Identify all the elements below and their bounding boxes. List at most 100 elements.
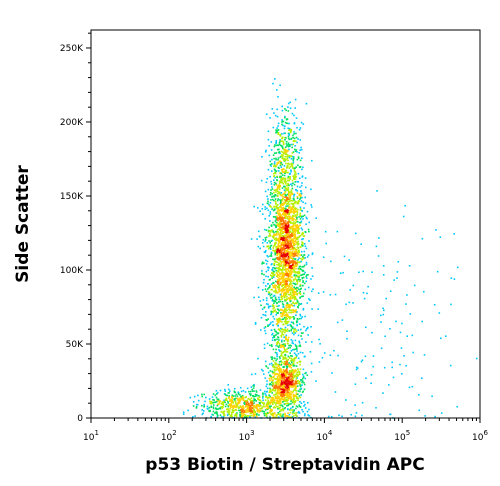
event-dot (255, 415, 258, 418)
event-dot (285, 223, 287, 225)
event-dot (275, 284, 278, 287)
event-dot (259, 389, 262, 391)
event-dot (286, 271, 289, 274)
event-dot (284, 116, 286, 119)
event-dot (285, 380, 287, 382)
event-dot (252, 414, 255, 416)
event-dot (273, 402, 276, 404)
event-dot (292, 415, 295, 417)
event-dot (274, 189, 276, 191)
event-dot (285, 351, 288, 353)
event-dot (276, 148, 279, 151)
event-dot (276, 270, 278, 272)
event-dot (280, 311, 282, 314)
event-dot (205, 396, 207, 399)
event-dot (303, 273, 306, 275)
event-dot (264, 190, 267, 193)
event-dot (201, 393, 203, 396)
event-dot (253, 398, 255, 400)
event-dot (226, 414, 229, 417)
event-dot (280, 330, 282, 333)
event-dot (268, 383, 271, 386)
x-tick-label: 105 (394, 429, 410, 443)
event-dot (284, 381, 286, 383)
event-dot (265, 113, 268, 115)
event-dot (295, 173, 297, 176)
event-dot (297, 300, 299, 303)
event-dot (292, 155, 294, 158)
event-dot (267, 406, 270, 409)
event-dot (282, 196, 284, 198)
event-dot (222, 406, 224, 409)
event-dot (231, 413, 233, 415)
event-dot (288, 403, 291, 405)
event-dot (281, 309, 284, 311)
event-dot (289, 299, 291, 301)
event-dot (273, 112, 275, 114)
event-dot (293, 302, 296, 305)
event-dot (270, 180, 272, 183)
event-dot (283, 221, 285, 223)
event-dot (285, 304, 288, 306)
event-dot (268, 145, 270, 147)
event-dot (279, 400, 282, 402)
event-dot (281, 133, 283, 135)
event-dot (282, 356, 284, 358)
event-dot (280, 384, 283, 387)
event-dot (284, 230, 286, 232)
event-dot (288, 144, 290, 146)
event-dot (301, 295, 303, 298)
event-dot (287, 408, 289, 410)
event-dot (292, 163, 294, 165)
event-dot (271, 296, 273, 299)
event-dot (300, 233, 303, 236)
event-dot (292, 362, 295, 365)
event-dot (299, 401, 301, 403)
event-dot (285, 369, 287, 371)
event-dot (270, 255, 273, 257)
event-dot (288, 207, 290, 209)
event-dot (286, 298, 288, 300)
event-dot (283, 363, 286, 366)
event-dot (275, 205, 278, 207)
event-dot (295, 396, 298, 398)
event-dot (189, 396, 192, 399)
event-dot (287, 188, 290, 191)
event-dot (301, 408, 303, 411)
event-dot (308, 408, 310, 411)
event-dot (288, 215, 290, 217)
event-dot (253, 296, 255, 299)
event-dot (290, 248, 293, 250)
event-dot (288, 388, 290, 390)
event-dot (277, 276, 279, 278)
event-dot (274, 198, 277, 200)
event-dot (289, 144, 291, 146)
event-dot (293, 243, 295, 246)
event-dot (287, 190, 290, 192)
event-dot (271, 364, 274, 367)
event-dot (243, 401, 246, 404)
event-dot (286, 232, 288, 235)
event-dot (288, 232, 290, 234)
event-dot (440, 337, 442, 340)
event-dot (287, 279, 289, 281)
event-dot (265, 394, 267, 397)
event-dot (273, 162, 276, 165)
event-dot (283, 185, 286, 188)
event-dot (237, 398, 240, 400)
event-dot (274, 234, 277, 236)
event-dot (249, 407, 251, 410)
event-dot (280, 327, 282, 330)
event-dot (295, 320, 298, 322)
event-dot (281, 276, 284, 279)
event-dot (272, 258, 274, 261)
event-dot (287, 285, 289, 287)
event-dot (280, 397, 283, 400)
event-dot (284, 308, 286, 311)
event-dot (281, 145, 284, 148)
event-dot (400, 347, 403, 349)
event-dot (281, 163, 284, 166)
event-dot (280, 346, 282, 348)
event-dot (295, 189, 297, 191)
event-dot (297, 226, 300, 229)
